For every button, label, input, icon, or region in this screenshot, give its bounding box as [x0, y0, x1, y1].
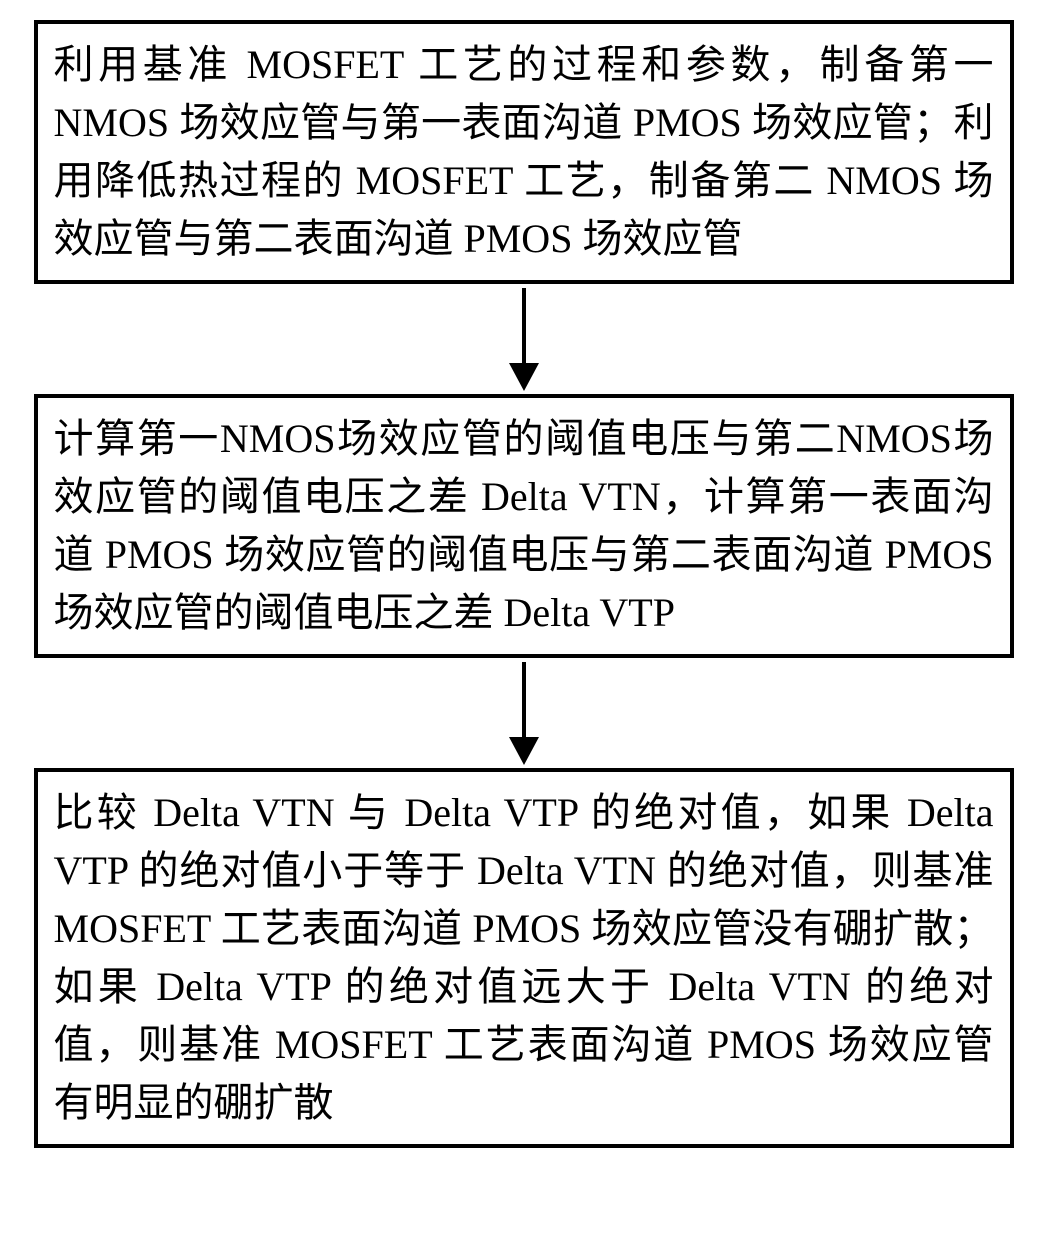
- flowchart-step-1: 利用基准 MOSFET 工艺的过程和参数，制备第一 NMOS 场效应管与第一表面…: [34, 20, 1014, 284]
- arrow-2: [509, 658, 539, 768]
- flowchart-step-3: 比较 Delta VTN 与 Delta VTP 的绝对值，如果 Delta V…: [34, 768, 1014, 1148]
- step-text: 计算第一NMOS场效应管的阈值电压与第二NMOS场效应管的阈值电压之差 Delt…: [54, 416, 994, 635]
- arrow-line-icon: [522, 662, 526, 737]
- arrow-1: [509, 284, 539, 394]
- flowchart-step-2: 计算第一NMOS场效应管的阈值电压与第二NMOS场效应管的阈值电压之差 Delt…: [34, 394, 1014, 658]
- step-text: 利用基准 MOSFET 工艺的过程和参数，制备第一 NMOS 场效应管与第一表面…: [54, 42, 994, 261]
- step-text: 比较 Delta VTN 与 Delta VTP 的绝对值，如果 Delta V…: [54, 790, 994, 1125]
- arrow-head-icon: [509, 363, 539, 391]
- arrow-head-icon: [509, 737, 539, 765]
- flowchart-container: 利用基准 MOSFET 工艺的过程和参数，制备第一 NMOS 场效应管与第一表面…: [30, 20, 1017, 1148]
- arrow-line-icon: [522, 288, 526, 363]
